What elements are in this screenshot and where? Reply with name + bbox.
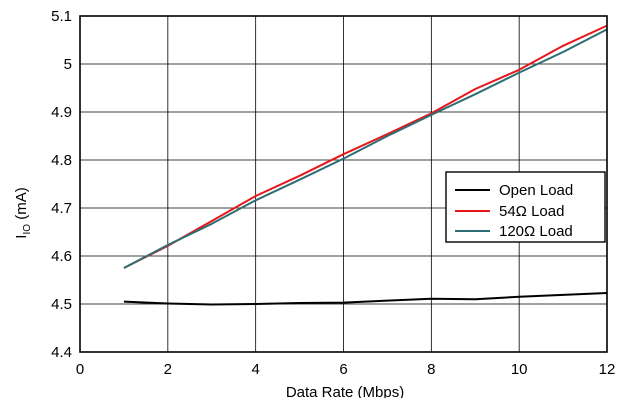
y-tick-label: 4.6 (51, 248, 72, 265)
y-tick-label: 4.4 (51, 344, 72, 361)
y-tick-label: 5.1 (51, 8, 72, 25)
x-tick-label: 8 (427, 361, 435, 378)
y-axis-label: IIO (mA) (13, 187, 33, 238)
y-axis-label-unit: (mA) (13, 187, 30, 224)
series-line-0 (123, 292, 608, 306)
y-tick-label: 5 (64, 56, 72, 73)
legend-label-120-load: 120Ω Load (499, 223, 573, 240)
legend: Open Load 54Ω Load 120Ω Load (445, 171, 606, 243)
series-line-2 (123, 28, 608, 269)
y-tick-label: 4.9 (51, 104, 72, 121)
x-tick-label: 0 (76, 361, 84, 378)
y-tick-labels: 4.4 4.5 4.6 4.7 4.8 4.9 5 5.1 (51, 8, 72, 361)
y-tick-label: 4.8 (51, 152, 72, 169)
x-tick-label: 4 (251, 361, 259, 378)
series-lines (123, 24, 608, 306)
y-tick-label: 4.5 (51, 296, 72, 313)
y-axis-label-main: I (13, 235, 30, 239)
x-tick-labels: 0 2 4 6 8 10 12 (76, 361, 616, 378)
y-axis-label-subscript: IO (22, 224, 33, 235)
x-tick-label: 6 (339, 361, 347, 378)
legend-label-54-load: 54Ω Load (499, 203, 564, 220)
y-tick-label: 4.7 (51, 200, 72, 217)
x-tick-label: 10 (511, 361, 528, 378)
series-line-1 (123, 24, 608, 269)
x-tick-label: 12 (599, 361, 616, 378)
legend-label-open-load: Open Load (499, 182, 573, 199)
x-axis-label: Data Rate (Mbps) (286, 384, 404, 398)
x-tick-label: 2 (164, 361, 172, 378)
plot-area-border (79, 15, 608, 353)
